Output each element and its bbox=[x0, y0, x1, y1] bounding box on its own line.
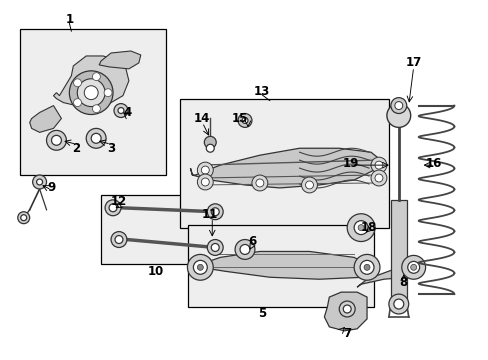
Text: 1: 1 bbox=[65, 13, 73, 26]
Circle shape bbox=[242, 117, 247, 123]
Circle shape bbox=[118, 108, 123, 113]
Text: 16: 16 bbox=[425, 157, 441, 170]
Circle shape bbox=[111, 231, 127, 247]
Circle shape bbox=[115, 235, 122, 243]
Circle shape bbox=[104, 89, 112, 96]
Bar bbox=[188, 225, 373, 307]
Circle shape bbox=[201, 166, 209, 174]
Text: 13: 13 bbox=[253, 85, 269, 98]
Circle shape bbox=[206, 144, 214, 152]
Circle shape bbox=[364, 264, 369, 270]
Text: 19: 19 bbox=[342, 157, 359, 170]
Text: 6: 6 bbox=[247, 235, 256, 248]
Bar bbox=[180, 99, 388, 228]
Bar bbox=[20, 29, 165, 175]
Text: 2: 2 bbox=[72, 142, 80, 155]
Bar bbox=[390, 200, 406, 299]
Circle shape bbox=[240, 244, 249, 255]
Circle shape bbox=[353, 255, 379, 280]
Circle shape bbox=[84, 86, 98, 100]
Bar bbox=[101, 195, 230, 264]
Circle shape bbox=[211, 243, 219, 251]
Circle shape bbox=[374, 161, 382, 169]
Circle shape bbox=[77, 79, 105, 107]
Circle shape bbox=[359, 260, 373, 274]
Circle shape bbox=[193, 260, 207, 274]
Polygon shape bbox=[324, 292, 366, 331]
Circle shape bbox=[73, 99, 81, 107]
Circle shape bbox=[357, 225, 364, 231]
Circle shape bbox=[204, 136, 216, 148]
Circle shape bbox=[51, 135, 61, 145]
Circle shape bbox=[386, 104, 410, 127]
Circle shape bbox=[394, 102, 402, 109]
Circle shape bbox=[86, 129, 106, 148]
Text: 14: 14 bbox=[194, 112, 210, 125]
Circle shape bbox=[114, 104, 128, 117]
Text: 4: 4 bbox=[123, 106, 132, 119]
Circle shape bbox=[301, 177, 317, 193]
Circle shape bbox=[390, 98, 406, 113]
Circle shape bbox=[353, 221, 367, 235]
Circle shape bbox=[251, 175, 267, 191]
Polygon shape bbox=[30, 105, 61, 132]
Circle shape bbox=[46, 130, 66, 150]
Circle shape bbox=[207, 239, 223, 255]
Circle shape bbox=[33, 175, 46, 189]
Circle shape bbox=[197, 174, 213, 190]
Circle shape bbox=[370, 170, 386, 186]
Circle shape bbox=[197, 162, 213, 178]
Text: 12: 12 bbox=[111, 195, 127, 208]
Polygon shape bbox=[190, 148, 380, 188]
Circle shape bbox=[401, 255, 425, 279]
Circle shape bbox=[69, 71, 113, 114]
Polygon shape bbox=[356, 264, 418, 287]
Text: 17: 17 bbox=[405, 57, 421, 69]
Text: 7: 7 bbox=[343, 327, 350, 340]
Circle shape bbox=[91, 133, 101, 143]
Circle shape bbox=[393, 299, 403, 309]
Circle shape bbox=[37, 179, 42, 185]
Text: 3: 3 bbox=[107, 142, 115, 155]
Circle shape bbox=[211, 208, 219, 216]
Circle shape bbox=[92, 105, 100, 113]
Text: 9: 9 bbox=[47, 181, 56, 194]
Circle shape bbox=[343, 305, 350, 313]
Circle shape bbox=[109, 204, 117, 212]
Text: 8: 8 bbox=[399, 276, 407, 289]
Circle shape bbox=[235, 239, 254, 260]
Circle shape bbox=[346, 214, 374, 242]
Circle shape bbox=[187, 255, 213, 280]
Circle shape bbox=[238, 113, 251, 127]
Polygon shape bbox=[196, 251, 370, 279]
Text: 5: 5 bbox=[257, 307, 265, 320]
Circle shape bbox=[20, 215, 27, 221]
Circle shape bbox=[197, 264, 203, 270]
Text: 15: 15 bbox=[231, 112, 248, 125]
Polygon shape bbox=[99, 51, 141, 69]
Circle shape bbox=[105, 200, 121, 216]
Circle shape bbox=[388, 294, 408, 314]
Circle shape bbox=[407, 261, 419, 273]
Circle shape bbox=[73, 79, 81, 87]
Circle shape bbox=[374, 174, 382, 182]
Text: 11: 11 bbox=[202, 208, 218, 221]
Circle shape bbox=[255, 179, 264, 187]
Text: 10: 10 bbox=[147, 265, 163, 278]
Circle shape bbox=[339, 301, 354, 317]
Polygon shape bbox=[53, 56, 129, 107]
Circle shape bbox=[18, 212, 30, 224]
Circle shape bbox=[207, 204, 223, 220]
Circle shape bbox=[410, 264, 416, 270]
Circle shape bbox=[92, 73, 100, 81]
Circle shape bbox=[370, 157, 386, 173]
Circle shape bbox=[201, 178, 209, 186]
Text: 18: 18 bbox=[360, 221, 376, 234]
Circle shape bbox=[305, 181, 313, 189]
